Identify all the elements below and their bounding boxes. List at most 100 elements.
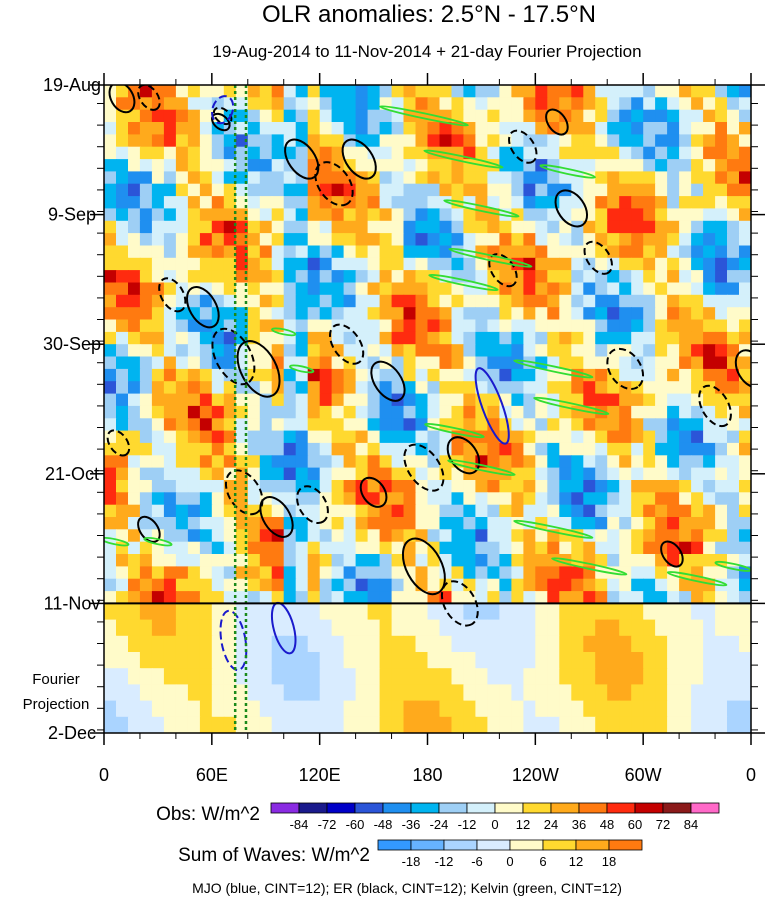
field-cell: [259, 368, 273, 382]
field-cell: [367, 541, 381, 555]
field-cell: [295, 183, 309, 197]
field-cell: [487, 146, 500, 160]
field-cell: [427, 344, 441, 358]
field-cell: [715, 554, 728, 567]
field-cell: [116, 405, 129, 419]
x-tick-label: 60E: [196, 765, 228, 785]
field-cell: [235, 109, 249, 123]
field-cell: [307, 442, 321, 456]
forecast-cell: [439, 652, 453, 669]
field-cell: [355, 85, 369, 98]
forecast-cell: [511, 716, 524, 733]
field-cell: [691, 331, 704, 345]
forecast-cell: [367, 619, 381, 637]
field-cell: [451, 356, 465, 370]
field-cell: [631, 418, 644, 432]
field-cell: [187, 504, 201, 518]
field-cell: [487, 109, 500, 123]
field-cell: [199, 183, 213, 197]
field-cell: [139, 245, 153, 259]
field-cell: [739, 319, 751, 333]
field-cell: [511, 430, 524, 444]
field-cell: [595, 393, 608, 407]
field-cell: [511, 554, 524, 567]
field-cell: [355, 504, 369, 518]
forecast-cell: [223, 619, 237, 637]
field-cell: [343, 220, 357, 234]
forecast-cell: [535, 652, 548, 669]
field-cell: [295, 529, 309, 543]
forecast-cell: [415, 716, 429, 733]
field-cell: [163, 220, 177, 234]
forecast-cell: [235, 716, 249, 733]
forecast-cell: [559, 652, 572, 669]
field-cell: [211, 97, 225, 111]
field-cell: [104, 196, 117, 209]
waves-colorbar: -18 -12 -6 0 6 12 18: [377, 839, 643, 869]
field-cell: [295, 85, 309, 98]
field-cell: [511, 566, 524, 580]
field-cell: [271, 442, 285, 456]
forecast-cell: [427, 603, 441, 621]
field-cell: [343, 356, 357, 370]
field-cell: [163, 554, 177, 567]
field-cell: [715, 122, 728, 135]
field-cell: [139, 517, 153, 530]
field-cell: [367, 282, 381, 296]
field-cell: [355, 307, 369, 321]
forecast-cell: [367, 635, 381, 653]
field-cell: [463, 183, 476, 197]
field-cell: [463, 455, 476, 469]
forecast-cell: [523, 619, 536, 637]
field-cell: [463, 319, 476, 333]
field-cell: [175, 442, 189, 456]
field-cell: [116, 85, 129, 98]
field-cell: [223, 566, 237, 580]
field-cell: [583, 245, 596, 259]
field-cell: [199, 245, 213, 259]
field-cell: [187, 405, 201, 419]
field-cell: [463, 554, 476, 567]
field-cell: [475, 331, 488, 345]
field-cell: [679, 393, 692, 407]
field-cell: [307, 393, 321, 407]
field-cell: [175, 159, 189, 172]
field-cell: [175, 529, 189, 543]
forecast-cell: [139, 716, 153, 733]
field-cell: [643, 85, 656, 98]
forecast-cell: [583, 619, 596, 637]
field-cell: [643, 146, 656, 160]
field-cell: [343, 245, 357, 259]
field-cell: [535, 257, 548, 271]
er-contour: [296, 485, 329, 525]
field-cell: [247, 554, 261, 567]
field-cell: [223, 381, 237, 395]
field-cell: [619, 430, 632, 444]
field-cell: [163, 159, 177, 172]
field-cell: [163, 146, 177, 160]
field-cell: [499, 591, 512, 604]
field-cell: [703, 591, 716, 604]
field-cell: [607, 245, 620, 259]
field-cell: [439, 517, 453, 530]
forecast-cell: [223, 700, 237, 718]
field-cell: [583, 233, 596, 246]
field-cell: [679, 257, 692, 271]
field-cell: [367, 146, 381, 160]
kelvin-contour: [378, 105, 469, 127]
field-cell: [307, 270, 321, 283]
field-cell: [427, 208, 441, 222]
field-cell: [379, 344, 393, 358]
field-cell: [547, 233, 560, 246]
field-cell: [727, 270, 740, 283]
field-cell: [343, 257, 357, 271]
forecast-cell: [679, 603, 692, 621]
field-cell: [595, 418, 608, 432]
field-cell: [307, 504, 321, 518]
forecast-cell: [307, 700, 321, 718]
field-cell: [391, 504, 405, 518]
forecast-cell: [403, 603, 417, 621]
field-cell: [355, 122, 369, 135]
field-cell: [295, 146, 309, 160]
field-cell: [283, 455, 297, 469]
